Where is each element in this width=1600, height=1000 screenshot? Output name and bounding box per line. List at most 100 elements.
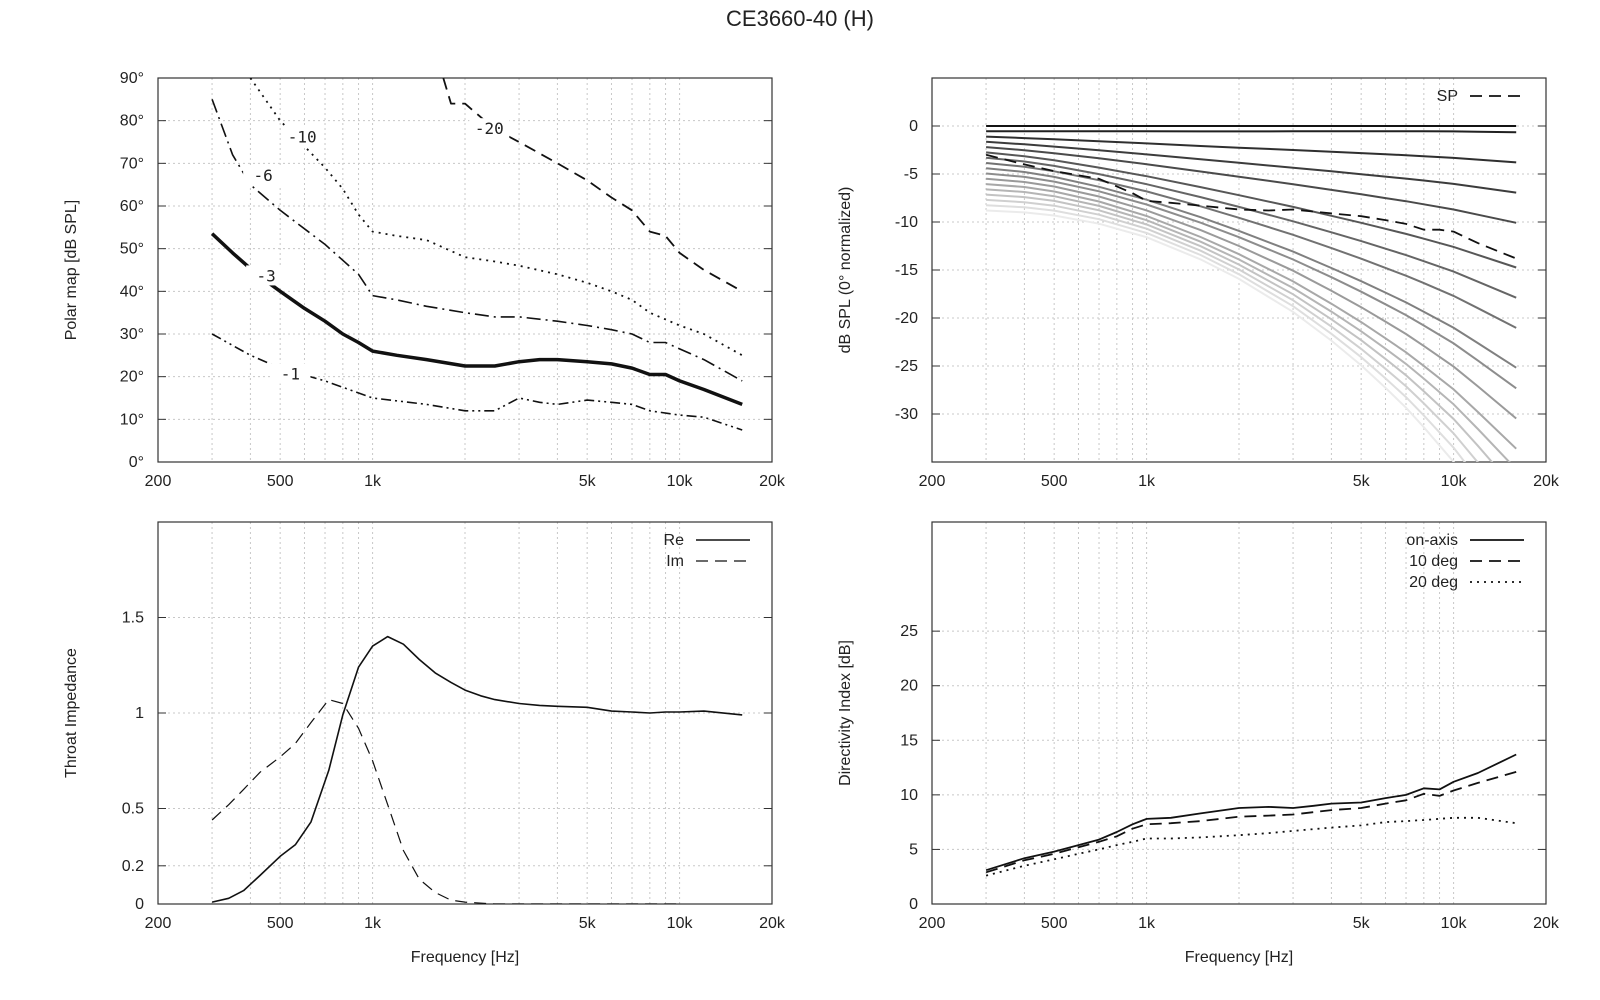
normalized-angle-curve bbox=[986, 140, 1517, 194]
normalized-series-SP bbox=[985, 153, 1517, 260]
normalized-xtick-label: 200 bbox=[919, 473, 946, 490]
normalized-ytick-label: -25 bbox=[895, 358, 918, 375]
polar-ytick-label: 60° bbox=[120, 198, 144, 215]
polar-label-bg bbox=[282, 126, 323, 147]
figure-title: CE3660-40 (H) bbox=[726, 6, 874, 31]
polar-label-bg bbox=[270, 363, 311, 384]
impedance-legend-label: Im bbox=[666, 553, 684, 570]
directivity-ytick-label: 20 bbox=[900, 678, 918, 695]
normalized-xtick-label: 20k bbox=[1533, 473, 1560, 490]
polar-xtick-label: 10k bbox=[667, 473, 694, 490]
polar-frame bbox=[157, 77, 773, 463]
impedance-ytick-label: 0.5 bbox=[122, 801, 144, 818]
polar-xtick-label: 500 bbox=[267, 473, 294, 490]
directivity-ytick-label: 25 bbox=[900, 623, 918, 640]
polar-contour-label: -6 bbox=[253, 166, 272, 185]
normalized-xtick-label: 5k bbox=[1353, 473, 1371, 490]
normalized-angle-curve bbox=[986, 130, 1517, 134]
directivity-xtick-label: 1k bbox=[1138, 915, 1156, 932]
polar-label-bg bbox=[469, 118, 510, 139]
directivity-ytick-label: 0 bbox=[909, 896, 918, 913]
polar-contour-label: -10 bbox=[288, 128, 317, 147]
impedance-series-Im bbox=[211, 699, 680, 904]
impedance-ylabel: Throat Impedance bbox=[63, 648, 80, 778]
polar-ytick-label: 40° bbox=[120, 283, 144, 300]
polar-xtick-label: 5k bbox=[579, 473, 597, 490]
impedance-xtick-label: 5k bbox=[579, 915, 597, 932]
polar-ytick-label: 10° bbox=[120, 411, 144, 428]
polar-series-minus10 bbox=[249, 78, 743, 357]
impedance-series-Re bbox=[211, 635, 743, 903]
directivity-legend-label: 20 deg bbox=[1409, 574, 1458, 591]
normalized-legend-label: SP bbox=[1437, 88, 1458, 105]
directivity-xtick-label: 5k bbox=[1353, 915, 1371, 932]
normalized-angle-curve bbox=[986, 162, 1517, 329]
impedance-xtick-label: 20k bbox=[759, 915, 786, 932]
normalized-ytick-label: -5 bbox=[904, 166, 918, 183]
polar-axes: 200 500 1k 5k 10k 20k 0° 10° 20° 30° 40° 50° 60° 70° 8… bbox=[63, 70, 786, 490]
directivity-ytick-label: 5 bbox=[909, 841, 918, 858]
directivity-xtick-label: 500 bbox=[1041, 915, 1068, 932]
polar-xtick-label: 200 bbox=[145, 473, 172, 490]
directivity-series-20-deg bbox=[985, 816, 1517, 877]
polar-ytick-label: 90° bbox=[120, 70, 144, 87]
impedance-ytick-label: 0 bbox=[135, 896, 144, 913]
normalized-angle-curve bbox=[986, 183, 1517, 450]
normalized-angle-curve bbox=[986, 188, 1511, 462]
normalized-angle-curve bbox=[986, 209, 1455, 462]
polar-ytick-label: 50° bbox=[120, 241, 144, 258]
polar-label-bg bbox=[243, 165, 284, 186]
normalized-axes: 200 500 1k 5k 10k 20k 0 -5 -10 -15 -20 -25 -30 dB SPL… bbox=[837, 77, 1560, 490]
normalized-angle-curve bbox=[986, 204, 1466, 462]
normalized-angle-curve bbox=[986, 146, 1517, 224]
normalized-xtick-label: 10k bbox=[1441, 473, 1468, 490]
directivity-xtick-label: 200 bbox=[919, 915, 946, 932]
polar-ytick-label: 30° bbox=[120, 326, 144, 343]
directivity-xlabel: Frequency [Hz] bbox=[1185, 949, 1293, 966]
directivity-legend-label: on-axis bbox=[1406, 532, 1458, 549]
impedance-xtick-label: 500 bbox=[267, 915, 294, 932]
directivity-axes: 200 500 1k 5k 10k 20k 0 5 10 15 20 25 Directivity In… bbox=[837, 521, 1560, 966]
impedance-ytick-label: 1 bbox=[135, 705, 144, 722]
normalized-angle-curve bbox=[986, 177, 1517, 420]
polar-series-minus3 bbox=[210, 232, 743, 407]
directivity-legend-label: 10 deg bbox=[1409, 553, 1458, 570]
impedance-xtick-label: 200 bbox=[145, 915, 172, 932]
normalized-ytick-label: -20 bbox=[895, 310, 918, 327]
polar-xtick-label: 20k bbox=[759, 473, 786, 490]
polar-contour-label: -20 bbox=[475, 119, 504, 138]
directivity-ytick-label: 10 bbox=[900, 787, 918, 804]
normalized-ytick-label: 0 bbox=[909, 118, 918, 135]
directivity-frame bbox=[931, 521, 1547, 905]
impedance-ytick-label: 0.2 bbox=[122, 858, 144, 875]
normalized-angle-curve bbox=[986, 172, 1517, 390]
normalized-angle-curve bbox=[986, 156, 1517, 299]
polar-ytick-label: 70° bbox=[120, 155, 144, 172]
normalized-ylabel: dB SPL (0° normalized) bbox=[837, 187, 854, 354]
normalized-ytick-label: -10 bbox=[895, 214, 918, 231]
polar-ylabel: Polar map [dB SPL] bbox=[63, 200, 80, 341]
normalized-xtick-label: 500 bbox=[1041, 473, 1068, 490]
normalized-ytick-label: -30 bbox=[895, 406, 918, 423]
directivity-series-on-axis bbox=[985, 753, 1517, 872]
impedance-xtick-label: 10k bbox=[667, 915, 694, 932]
polar-contour-label: -1 bbox=[281, 365, 300, 384]
normalized-angle-curve bbox=[986, 198, 1479, 462]
polar-series-minus6 bbox=[211, 99, 743, 382]
directivity-ytick-label: 15 bbox=[900, 732, 918, 749]
impedance-xlabel: Frequency [Hz] bbox=[411, 949, 519, 966]
directivity-series-10-deg bbox=[985, 771, 1517, 874]
impedance-xtick-label: 1k bbox=[364, 915, 382, 932]
polar-contour-label: -3 bbox=[256, 266, 275, 285]
polar-xtick-label: 1k bbox=[364, 473, 382, 490]
impedance-ytick-label: 1.5 bbox=[122, 610, 144, 627]
normalized-xtick-label: 1k bbox=[1138, 473, 1156, 490]
impedance-axes: 200 500 1k 5k 10k 20k 0 0.2 0.5 1 1.5 Throat Impeda… bbox=[63, 521, 786, 966]
normalized-angle-curve bbox=[986, 167, 1517, 369]
directivity-ylabel: Directivity Index [dB] bbox=[837, 640, 854, 786]
polar-ytick-label: 0° bbox=[129, 454, 144, 471]
polar-series-minus20 bbox=[442, 78, 743, 293]
normalized-angle-curve bbox=[986, 135, 1517, 164]
polar-ytick-label: 20° bbox=[120, 369, 144, 386]
